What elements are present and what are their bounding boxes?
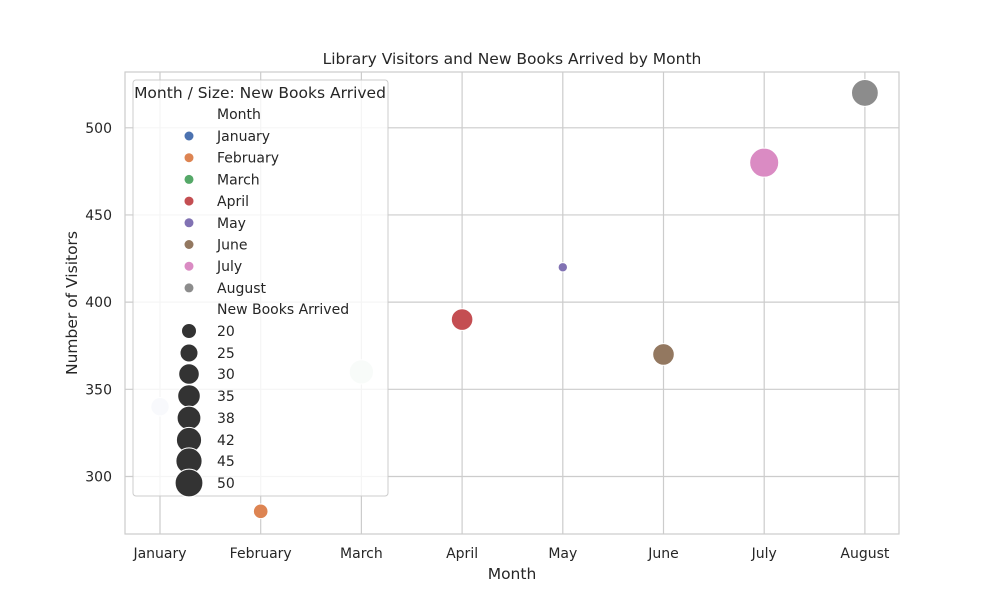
legend-hue-header: Month — [217, 107, 261, 123]
legend-hue-entries: January February March April May June July Augu… — [184, 129, 279, 297]
y-tick-label: 500 — [85, 121, 112, 137]
legend-marker-april — [184, 196, 194, 206]
chart-title: Library Visitors and New Books Arrived b… — [323, 50, 702, 68]
x-tick-label: June — [647, 546, 679, 562]
legend-size-marker — [181, 323, 197, 339]
point-june — [652, 343, 675, 366]
point-may — [557, 262, 568, 273]
legend-marker-july — [184, 261, 194, 271]
y-axis-label: Number of Visitors — [63, 231, 81, 375]
legend-size-label: 50 — [217, 476, 235, 492]
legend-label-may: May — [217, 216, 246, 232]
y-tick-label: 300 — [85, 469, 112, 485]
legend-label-february: February — [217, 151, 279, 167]
legend-label-april: April — [217, 194, 249, 210]
y-tick-label: 450 — [85, 208, 112, 224]
legend-size-marker — [176, 405, 202, 431]
x-axis-label: Month — [488, 565, 537, 583]
legend-marker-may — [184, 218, 194, 228]
legend-size-label: 20 — [217, 324, 235, 340]
x-tick-label: May — [548, 546, 577, 562]
legend-size-label: 35 — [217, 389, 235, 405]
legend-label-august: August — [217, 281, 267, 297]
legend-size-marker — [174, 468, 204, 498]
legend-label-june: June — [216, 238, 248, 254]
legend-marker-august — [184, 283, 194, 293]
legend-marker-january — [184, 131, 194, 141]
legend-marker-june — [184, 240, 194, 249]
legend-size-label: 30 — [217, 367, 235, 383]
point-april — [450, 308, 474, 331]
x-tick-label: January — [132, 546, 186, 562]
legend-marker-february — [184, 153, 194, 163]
legend-label-march: March — [217, 172, 260, 188]
legend-size-header: New Books Arrived — [217, 302, 349, 318]
plot-frame — [124, 71, 900, 535]
y-tick-labels: 300 350 400 450 500 — [85, 121, 112, 486]
legend-size-label: 45 — [217, 454, 235, 470]
legend-size-marker — [178, 363, 200, 385]
legend-size-entries: 20 25 30 35 38 42 45 50 — [174, 323, 235, 498]
legend-marker-march — [184, 174, 194, 184]
legend-label-july: July — [216, 259, 242, 275]
legend-size-label: 25 — [217, 346, 235, 362]
legend-size-label: 38 — [217, 411, 235, 427]
point-july — [749, 147, 780, 178]
legend-label-january: January — [216, 129, 270, 145]
legend-size-label: 42 — [217, 433, 235, 449]
point-august — [851, 79, 879, 107]
x-tick-label: April — [446, 546, 478, 562]
y-tick-label: 350 — [85, 382, 112, 398]
legend-size-marker — [179, 343, 199, 363]
point-february — [252, 503, 269, 520]
x-tick-label: February — [230, 546, 292, 562]
x-tick-label: August — [840, 546, 890, 562]
legend: Month / Size: New Books Arrived Month Ja… — [132, 79, 389, 498]
x-tick-label: July — [751, 546, 777, 562]
legend-title: Month / Size: New Books Arrived — [134, 84, 386, 102]
x-tick-labels: January February March April May June July Augu… — [132, 546, 889, 562]
legend-size-marker — [177, 384, 201, 408]
y-tick-label: 400 — [85, 295, 112, 311]
x-tick-label: March — [340, 546, 383, 562]
